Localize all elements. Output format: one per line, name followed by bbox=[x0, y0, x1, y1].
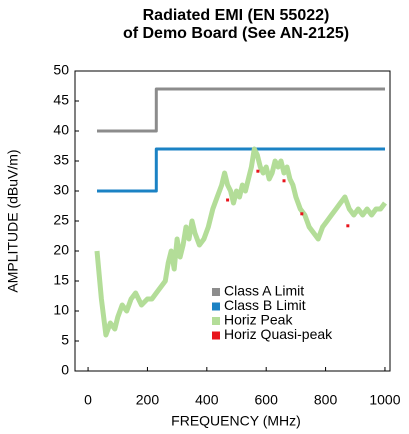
legend-box bbox=[210, 284, 389, 346]
y-tick-label: 0 bbox=[61, 362, 69, 378]
y-tick-label: 30 bbox=[53, 182, 69, 198]
y-tick-label: 50 bbox=[53, 62, 69, 78]
marker bbox=[226, 198, 230, 202]
marker bbox=[346, 224, 350, 228]
x-tick-label: 0 bbox=[84, 392, 92, 408]
chart-title: Radiated EMI (EN 55022) bbox=[143, 7, 330, 24]
series-line bbox=[97, 147, 385, 193]
series-line bbox=[94, 146, 387, 338]
legend-label: Horiz Peak bbox=[224, 312, 293, 328]
x-tick-label: 600 bbox=[255, 392, 279, 408]
y-tick-label: 25 bbox=[53, 212, 69, 228]
y-axis-label: AMPLITUDE (dBuV/m) bbox=[5, 149, 21, 292]
series-line bbox=[97, 87, 385, 133]
y-tick-label: 20 bbox=[53, 242, 69, 258]
x-tick-label: 200 bbox=[136, 392, 160, 408]
y-tick-label: 10 bbox=[53, 302, 69, 318]
x-axis-label: FREQUENCY (MHz) bbox=[171, 413, 301, 429]
marker bbox=[282, 179, 286, 183]
legend-swatch bbox=[212, 288, 220, 296]
legend-label: Horiz Quasi-peak bbox=[224, 326, 333, 342]
y-tick-label: 15 bbox=[53, 272, 69, 288]
x-tick-label: 800 bbox=[314, 392, 338, 408]
legend-swatch bbox=[212, 317, 220, 325]
x-tick-label: 400 bbox=[195, 392, 219, 408]
plot-frame bbox=[74, 70, 391, 372]
y-tick-label: 5 bbox=[61, 332, 69, 348]
legend-label: Class A Limit bbox=[224, 283, 304, 299]
marker bbox=[256, 169, 260, 173]
legend-label: Class B Limit bbox=[224, 297, 306, 313]
legend-swatch bbox=[212, 302, 220, 311]
chart-title: of Demo Board (See AN-2125) bbox=[123, 25, 349, 42]
x-tick-label: 1000 bbox=[369, 392, 400, 408]
y-tick-label: 35 bbox=[53, 152, 69, 168]
y-tick-label: 40 bbox=[53, 122, 69, 138]
marker bbox=[300, 212, 304, 216]
legend-swatch bbox=[212, 331, 220, 340]
y-tick-label: 45 bbox=[53, 92, 69, 108]
